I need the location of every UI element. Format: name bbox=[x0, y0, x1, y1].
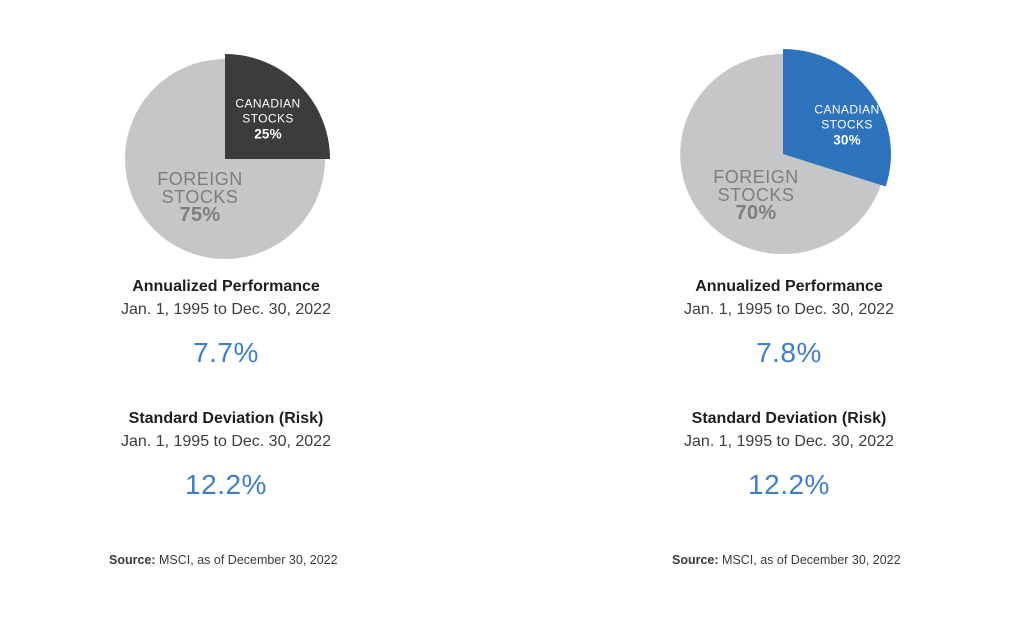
slice-label-line: CANADIAN bbox=[814, 102, 880, 117]
performance-value: 7.7% bbox=[193, 337, 259, 368]
slice-label-line: STOCKS bbox=[717, 185, 795, 205]
slice-label-line: FOREIGN bbox=[157, 169, 243, 189]
source-text: MSCI, as of December 30, 2022 bbox=[718, 553, 901, 567]
pie-svg bbox=[680, 49, 891, 254]
canadian-stocks-slice bbox=[225, 54, 330, 159]
slice-label-line: STOCKS bbox=[161, 187, 239, 207]
slice-label-line: FOREIGN bbox=[713, 167, 799, 187]
canadian-slice-label: CANADIAN STOCKS 25% bbox=[235, 97, 300, 142]
risk-title: Standard Deviation (Risk) bbox=[128, 410, 324, 427]
portfolio-column-30-70: CANADIAN STOCKS 30% FOREIGN STOCKS 70% A… bbox=[563, 0, 1015, 631]
risk-value: 12.2% bbox=[185, 469, 267, 500]
pie-chart-25-75: CANADIAN STOCKS 25% FOREIGN STOCKS 75% bbox=[119, 53, 331, 265]
source-note: Source: MSCI, as of December 30, 2022 bbox=[672, 553, 1015, 568]
source-label: Source: bbox=[109, 553, 156, 567]
source-note: Source: MSCI, as of December 30, 2022 bbox=[109, 553, 452, 568]
risk-title: Standard Deviation (Risk) bbox=[691, 410, 887, 427]
portfolio-column-25-75: CANADIAN STOCKS 25% FOREIGN STOCKS 75% A… bbox=[0, 0, 452, 631]
canadian-stocks-slice bbox=[783, 49, 891, 187]
performance-title: Annualized Performance bbox=[132, 278, 320, 295]
source-text: MSCI, as of December 30, 2022 bbox=[155, 553, 338, 567]
slice-label-line: STOCKS bbox=[821, 117, 873, 132]
performance-value: 7.8% bbox=[756, 337, 822, 368]
foreign-slice-label: FOREIGN STOCKS 75% bbox=[157, 169, 243, 226]
slice-percent: 30% bbox=[833, 132, 861, 148]
source-label: Source: bbox=[672, 553, 719, 567]
performance-period: Jan. 1, 1995 to Dec. 30, 2022 bbox=[684, 301, 894, 318]
risk-period: Jan. 1, 1995 to Dec. 30, 2022 bbox=[684, 433, 894, 450]
risk-value: 12.2% bbox=[748, 469, 830, 500]
foreign-slice-label: FOREIGN STOCKS 70% bbox=[713, 167, 799, 224]
risk-period: Jan. 1, 1995 to Dec. 30, 2022 bbox=[121, 433, 331, 450]
performance-period: Jan. 1, 1995 to Dec. 30, 2022 bbox=[121, 301, 331, 318]
slice-percent: 75% bbox=[179, 204, 221, 226]
pie-chart-30-70: CANADIAN STOCKS 30% FOREIGN STOCKS 70% bbox=[674, 48, 892, 260]
slice-label-line: STOCKS bbox=[242, 111, 294, 126]
pie-svg bbox=[125, 54, 330, 259]
canadian-slice-label: CANADIAN STOCKS 30% bbox=[814, 103, 879, 148]
performance-title: Annualized Performance bbox=[695, 278, 883, 295]
slice-percent: 70% bbox=[735, 202, 777, 224]
slice-label-line: CANADIAN bbox=[235, 96, 301, 111]
slice-percent: 25% bbox=[254, 126, 282, 142]
